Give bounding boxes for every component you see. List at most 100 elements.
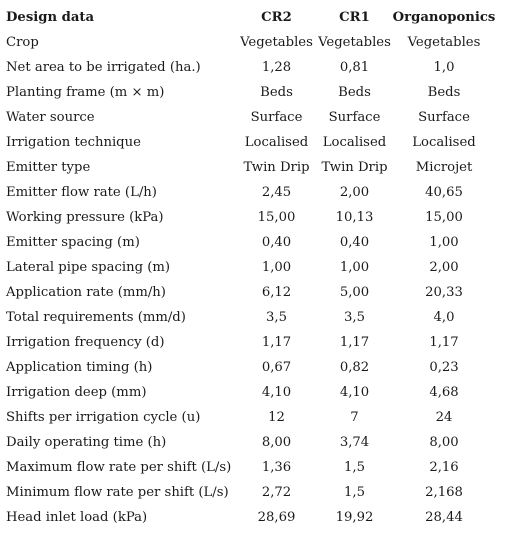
table-row: Daily operating time (h) 8,00 3,74 8,00	[4, 430, 496, 455]
cell-organoponics: 24	[435, 410, 453, 425]
table-row: Application timing (h) 0,67 0,82 0,23	[4, 355, 496, 380]
row-label: Shifts per irrigation cycle (u)	[6, 410, 201, 425]
cell-cr1: 2,00	[339, 185, 370, 200]
cell-organoponics: Localised	[412, 135, 476, 150]
header-cr1: CR1	[339, 10, 370, 25]
table-row: Working pressure (kPa) 15,00 10,13 15,00	[4, 205, 496, 230]
row-label: Application rate (mm/h)	[6, 285, 166, 300]
cell-cr2: 2,72	[261, 485, 292, 500]
cell-organoponics: Surface	[418, 110, 470, 125]
table-row: Head inlet load (kPa) 28,69 19,92 28,44	[4, 505, 496, 530]
row-label: Irrigation deep (mm)	[6, 385, 147, 400]
table-row: Minimum flow rate per shift (L/s) 2,72 1,5…	[4, 480, 496, 505]
cell-cr2: Twin Drip	[243, 160, 310, 175]
cell-cr1: 1,5	[344, 485, 365, 500]
table-row: Water source Surface Surface Surface	[4, 105, 496, 130]
cell-cr1: 5,00	[339, 285, 370, 300]
row-label: Crop	[6, 35, 39, 50]
cell-organoponics: 8,00	[429, 435, 459, 450]
table-row: Irrigation frequency (d) 1,17 1,17 1,17	[4, 330, 496, 355]
row-label: Head inlet load (kPa)	[6, 510, 148, 525]
cell-organoponics: 2,16	[429, 460, 459, 475]
cell-organoponics: 0,23	[429, 360, 459, 375]
table-row: Total requirements (mm/d) 3,5 3,5 4,0	[4, 305, 496, 330]
cell-cr2: 12	[268, 410, 285, 425]
cell-cr2: 1,17	[261, 335, 292, 350]
header-row: Design data CR2 CR1 Organoponics	[4, 5, 496, 30]
cell-cr1: Beds	[338, 85, 371, 100]
cell-cr2: 6,12	[261, 285, 292, 300]
row-label: Total requirements (mm/d)	[6, 310, 186, 325]
cell-cr2: 28,69	[257, 510, 296, 525]
row-label: Daily operating time (h)	[6, 435, 167, 450]
cell-organoponics: Vegetables	[407, 35, 481, 50]
table-row: Emitter flow rate (L/h) 2,45 2,00 40,65	[4, 180, 496, 205]
design-data-table: Design data CR2 CR1 Organoponics Crop Veg…	[4, 5, 496, 530]
cell-cr2: 1,28	[261, 60, 292, 75]
cell-cr1: 3,74	[339, 435, 370, 450]
cell-cr2: 4,10	[261, 385, 292, 400]
header-cr2: CR2	[261, 10, 292, 25]
cell-cr1: 1,5	[344, 460, 365, 475]
cell-cr1: 4,10	[339, 385, 370, 400]
cell-organoponics: 2,00	[429, 260, 459, 275]
row-label: Lateral pipe spacing (m)	[6, 260, 170, 275]
cell-organoponics: 28,44	[425, 510, 463, 525]
cell-cr1: 0,82	[339, 360, 370, 375]
cell-organoponics: Beds	[427, 85, 461, 100]
row-label: Emitter spacing (m)	[6, 235, 140, 250]
cell-cr1: 3,5	[344, 310, 365, 325]
cell-organoponics: 2,168	[425, 485, 463, 500]
row-label: Net area to be irrigated (ha.)	[6, 60, 201, 75]
cell-organoponics: 20,33	[425, 285, 463, 300]
table-row: Irrigation deep (mm) 4,10 4,10 4,68	[4, 380, 496, 405]
header-organoponics: Organoponics	[392, 10, 496, 25]
table-row: Irrigation technique Localised Localised Lo…	[4, 130, 496, 155]
cell-cr1: 1,17	[339, 335, 370, 350]
table-body: Crop Vegetables Vegetables Vegetables Net ar…	[4, 30, 496, 530]
cell-cr1: 0,81	[339, 60, 370, 75]
row-label: Irrigation technique	[6, 135, 141, 150]
table-row: Application rate (mm/h) 6,12 5,00 20,33	[4, 280, 496, 305]
row-label: Minimum flow rate per shift (L/s)	[6, 485, 229, 500]
cell-cr1: Twin Drip	[321, 160, 388, 175]
cell-cr1: Vegetables	[318, 35, 391, 50]
table-row: Net area to be irrigated (ha.) 1,28 0,81 1,…	[4, 55, 496, 80]
table-row: Maximum flow rate per shift (L/s) 1,36 1,5…	[4, 455, 496, 480]
cell-organoponics: 4,0	[433, 310, 455, 325]
cell-cr2: Surface	[250, 110, 303, 125]
cell-cr1: 19,92	[335, 510, 374, 525]
cell-cr1: 10,13	[335, 210, 374, 225]
cell-cr2: 0,67	[261, 360, 292, 375]
cell-organoponics: 1,17	[429, 335, 459, 350]
cell-organoponics: 1,00	[429, 235, 459, 250]
table-row: Planting frame (m × m) Beds Beds Beds	[4, 80, 496, 105]
cell-cr2: 0,40	[261, 235, 292, 250]
row-label: Working pressure (kPa)	[6, 210, 164, 225]
table-row: Emitter spacing (m) 0,40 0,40 1,00	[4, 230, 496, 255]
row-label: Irrigation frequency (d)	[6, 335, 165, 350]
cell-organoponics: 1,0	[433, 60, 455, 75]
row-label: Emitter type	[6, 160, 91, 175]
cell-cr2: Beds	[260, 85, 293, 100]
table-row: Emitter type Twin Drip Twin Drip Microjet	[4, 155, 496, 180]
row-label: Emitter flow rate (L/h)	[6, 185, 157, 200]
cell-organoponics: 40,65	[425, 185, 463, 200]
row-label: Water source	[6, 110, 95, 125]
cell-cr2: Vegetables	[240, 35, 313, 50]
cell-cr2: 2,45	[261, 185, 292, 200]
cell-cr2: 15,00	[257, 210, 296, 225]
cell-cr2: Localised	[244, 135, 309, 150]
table-row: Lateral pipe spacing (m) 1,00 1,00 2,00	[4, 255, 496, 280]
row-label: Maximum flow rate per shift (L/s)	[6, 460, 232, 475]
cell-cr2: 3,5	[266, 310, 287, 325]
cell-cr2: 8,00	[261, 435, 292, 450]
cell-cr1: 7	[350, 410, 359, 425]
cell-organoponics: 15,00	[425, 210, 463, 225]
cell-cr1: 0,40	[339, 235, 370, 250]
cell-cr2: 1,36	[261, 460, 292, 475]
cell-cr1: Localised	[322, 135, 387, 150]
row-label: Planting frame (m × m)	[6, 85, 165, 100]
header-design-data: Design data	[6, 10, 95, 25]
cell-organoponics: 4,68	[429, 385, 459, 400]
